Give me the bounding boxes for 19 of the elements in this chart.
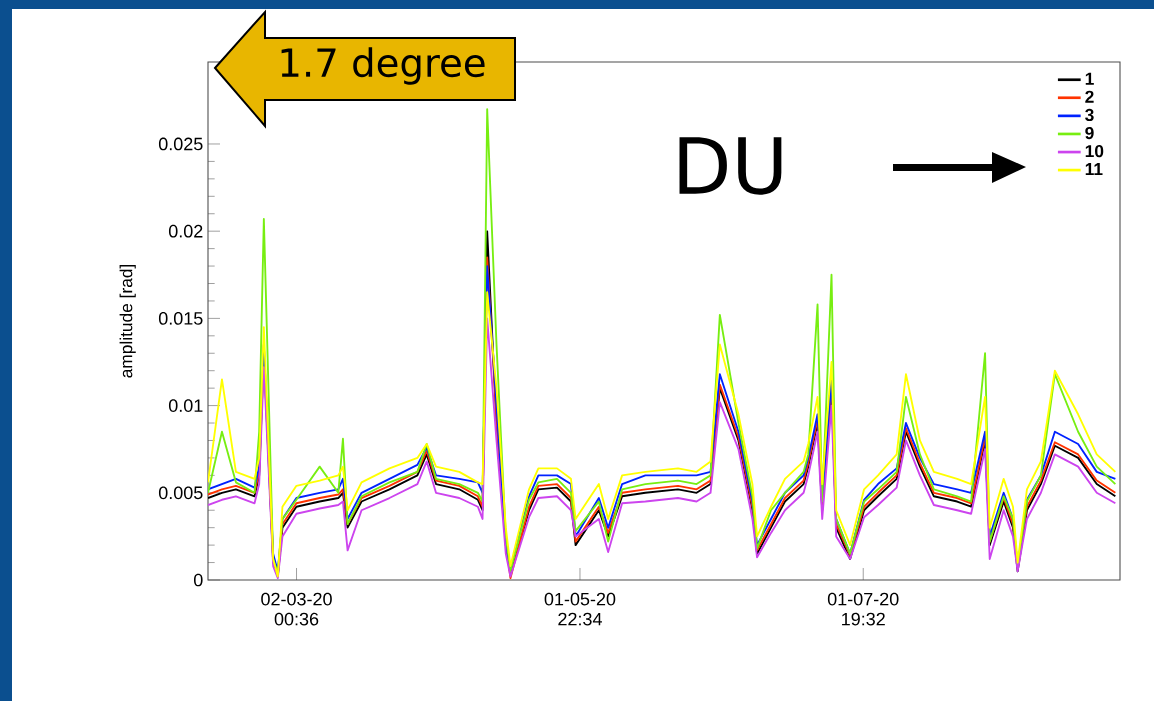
legend-label: 9: [1085, 126, 1094, 140]
annotation: DU: [679, 137, 782, 195]
line-series: [208, 108, 1117, 574]
y-tick-label: 0.005: [158, 486, 203, 500]
y-tick-label: 0.025: [158, 137, 203, 151]
y-axis-title: amplitude [rad]: [119, 264, 136, 378]
y-tick-label: 0.015: [158, 312, 203, 325]
legend-label: 11: [1085, 163, 1103, 176]
legend-label: 10: [1085, 145, 1104, 158]
y-tick-label: 0.02: [168, 224, 203, 238]
x-tick-label: 01-07-20 19:32: [827, 592, 899, 626]
y-tick-label: 0.01: [168, 399, 203, 412]
x-tick-label: 02-03-20 00:36: [261, 592, 332, 626]
x-tick-label: 01-05-20 22:34: [544, 592, 616, 626]
legend-label: 1: [1085, 72, 1094, 85]
y-tick-label: 0: [193, 573, 203, 587]
legend-label: 3: [1085, 108, 1094, 122]
legend-label: 2: [1085, 90, 1094, 103]
annotation: 1.7 degree: [281, 47, 485, 85]
